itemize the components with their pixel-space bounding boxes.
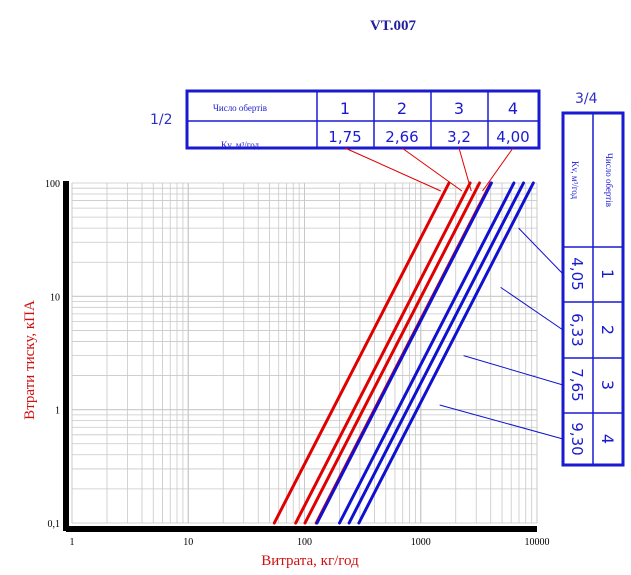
leader-line-blue [500,286,564,331]
legend-right-turn-2: 2 [598,325,617,335]
leader-line-blue [518,227,564,275]
legend-left-group: 1/2 [150,112,173,128]
grid [71,182,538,524]
leader-line-red [458,147,472,192]
legend-right-table: 3/4 Число обертів Kv, м³/год 1 2 3 4 4,0… [561,91,625,467]
series-3-4-3 [347,181,525,525]
series-3-4-2 [338,181,516,525]
leader-line-blue [463,355,564,386]
legend-right-turn-4: 4 [598,434,617,444]
leader-line-red [344,147,442,192]
leader-line-red [482,147,514,192]
series-1-2-1 [272,181,451,525]
y-axis-label: Втрати тиску, кПА [22,300,38,420]
x-tick-label: 1000 [411,537,431,548]
legend-left-kv-4: 4,00 [496,128,529,146]
x-tick-label: 10 [183,537,193,548]
legend-left-kv-2: 2,66 [385,128,418,146]
legend-left-table: 1/2 Число обертів Kv, м³/год 1 2 3 4 1,7… [150,89,541,150]
legend-right-turn-1: 1 [598,269,617,279]
legend-right-turn-3: 3 [598,380,617,390]
legend-left-turn-3: 3 [454,99,464,118]
legend-right-kv-2: 6,33 [568,313,586,346]
leader-line-blue [439,404,564,440]
series-1-2-3 [303,181,481,525]
y-tick-label: 10 [50,292,60,303]
x-tick-label: 100 [297,537,312,548]
leader-lines [344,147,564,440]
legend-right-kv-4: 9,30 [568,422,586,455]
series-1-2-2 [294,181,472,525]
legend-left-kv-3: 3,2 [447,128,471,146]
legend-left-kv-1: 1,75 [328,128,361,146]
legend-left-kv-label: Kv, м³/год [221,140,260,150]
legend-right-kv-label: Kv, м³/год [570,161,580,200]
legend-left-turn-4: 4 [508,99,518,118]
legend-left-turns-label: Число обертів [213,103,267,113]
x-tick-label: 1 [70,537,75,548]
legend-left-turn-2: 2 [397,99,407,118]
legend-left-turn-1: 1 [340,99,350,118]
curves [272,181,535,525]
x-tick-label: 10000 [525,537,550,548]
axes [63,181,537,532]
y-tick-label: 1 [55,406,60,417]
chart-title: VT.007 [370,18,416,34]
legend-right-group: 3/4 [575,91,598,107]
y-tick-label: 0,1 [48,519,61,530]
legend-right-kv-1: 4,05 [568,257,586,290]
series-3-4-4 [357,181,535,525]
x-axis-label: Витрата, кг/год [261,553,359,569]
series-3-4-1 [315,181,493,525]
legend-right-kv-3: 7,65 [568,368,586,401]
leader-line-red [401,147,463,192]
tick-labels: 1 10 100 1000 10000 0,1 1 10 100 [45,179,550,548]
y-tick-label: 100 [45,179,60,190]
legend-right-turns-label: Число обертів [604,153,614,207]
